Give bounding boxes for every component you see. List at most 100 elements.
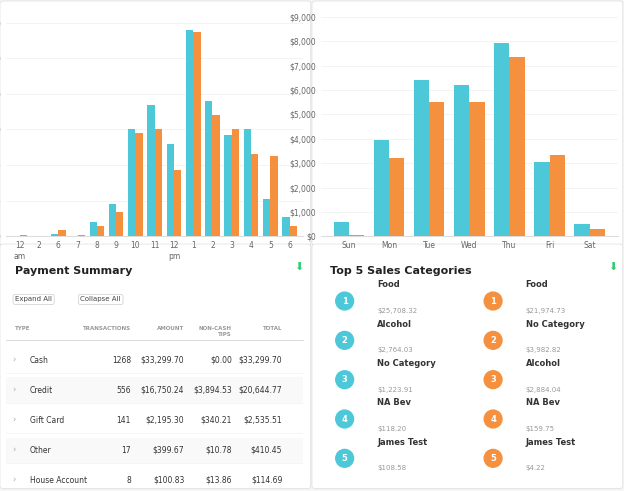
Ellipse shape bbox=[484, 371, 502, 388]
Text: 1: 1 bbox=[342, 297, 348, 305]
Text: $33,299.70: $33,299.70 bbox=[141, 355, 184, 364]
Text: 3: 3 bbox=[342, 375, 348, 384]
Ellipse shape bbox=[336, 331, 354, 349]
Text: $108.58: $108.58 bbox=[378, 465, 406, 471]
Bar bbox=[128, 130, 135, 236]
Text: 1268: 1268 bbox=[112, 355, 131, 364]
Text: 8: 8 bbox=[126, 476, 131, 485]
Text: Collapse All: Collapse All bbox=[80, 297, 121, 302]
Bar bbox=[263, 199, 270, 236]
Bar bbox=[186, 30, 193, 236]
Text: 2: 2 bbox=[342, 336, 348, 345]
Text: $4.22: $4.22 bbox=[526, 465, 545, 471]
Text: $33,299.70: $33,299.70 bbox=[239, 355, 282, 364]
Text: $100.83: $100.83 bbox=[153, 476, 184, 485]
Bar bbox=[116, 212, 124, 236]
Text: 5: 5 bbox=[342, 454, 348, 463]
Text: NA Bev: NA Bev bbox=[526, 398, 560, 408]
Ellipse shape bbox=[484, 292, 502, 310]
Text: $10.78: $10.78 bbox=[205, 446, 232, 455]
Bar bbox=[575, 224, 590, 236]
Bar bbox=[290, 225, 297, 236]
Text: $2,764.03: $2,764.03 bbox=[378, 347, 413, 354]
Text: ›: › bbox=[12, 476, 16, 485]
Text: $1,223.91: $1,223.91 bbox=[378, 386, 413, 393]
FancyBboxPatch shape bbox=[6, 437, 303, 463]
Text: 4: 4 bbox=[490, 414, 496, 424]
Text: No Category: No Category bbox=[526, 320, 585, 329]
Bar bbox=[205, 101, 213, 236]
Text: $2,884.04: $2,884.04 bbox=[526, 386, 562, 393]
Text: $2,195.30: $2,195.30 bbox=[146, 416, 184, 425]
Bar bbox=[270, 156, 278, 236]
Text: Credit: Credit bbox=[30, 385, 53, 395]
Text: $114.69: $114.69 bbox=[251, 476, 282, 485]
Text: ›: › bbox=[12, 416, 16, 425]
Bar bbox=[155, 130, 162, 236]
Bar bbox=[167, 144, 174, 236]
Text: Payment Summary: Payment Summary bbox=[15, 266, 132, 276]
Bar bbox=[225, 135, 232, 236]
Text: $340.21: $340.21 bbox=[200, 416, 232, 425]
Text: $3,894.53: $3,894.53 bbox=[193, 385, 232, 395]
FancyBboxPatch shape bbox=[6, 378, 303, 403]
Text: ⬇: ⬇ bbox=[608, 262, 618, 272]
Bar bbox=[77, 235, 85, 236]
Bar bbox=[454, 85, 469, 236]
Bar bbox=[147, 105, 155, 236]
Bar bbox=[534, 162, 550, 236]
Text: 17: 17 bbox=[121, 446, 131, 455]
Text: $118.20: $118.20 bbox=[378, 426, 406, 432]
Text: ›: › bbox=[12, 446, 16, 455]
Bar bbox=[389, 158, 404, 236]
Bar bbox=[135, 133, 143, 236]
Text: Expand All: Expand All bbox=[15, 297, 52, 302]
Text: $0.00: $0.00 bbox=[210, 355, 232, 364]
Text: 141: 141 bbox=[117, 416, 131, 425]
Text: NA Bev: NA Bev bbox=[378, 398, 411, 408]
Bar bbox=[58, 230, 66, 236]
Ellipse shape bbox=[336, 371, 354, 388]
Text: $410.45: $410.45 bbox=[251, 446, 282, 455]
Text: Cash: Cash bbox=[30, 355, 49, 364]
Bar bbox=[193, 31, 200, 236]
Text: 4: 4 bbox=[342, 414, 348, 424]
Bar bbox=[374, 140, 389, 236]
Ellipse shape bbox=[484, 449, 502, 467]
Ellipse shape bbox=[336, 292, 354, 310]
Text: House Account: House Account bbox=[30, 476, 87, 485]
Text: ›: › bbox=[12, 385, 16, 395]
Bar bbox=[174, 170, 181, 236]
Bar bbox=[469, 102, 485, 236]
Bar bbox=[51, 235, 58, 236]
Text: TYPE: TYPE bbox=[15, 327, 31, 331]
Bar bbox=[590, 229, 605, 236]
Text: ⬇: ⬇ bbox=[294, 262, 303, 272]
Text: No Category: No Category bbox=[378, 359, 436, 368]
Bar bbox=[109, 204, 116, 236]
Bar bbox=[550, 155, 565, 236]
Text: 3: 3 bbox=[490, 375, 496, 384]
Text: $3,982.82: $3,982.82 bbox=[526, 347, 562, 354]
Bar bbox=[89, 222, 97, 236]
Text: TRANSACTIONS: TRANSACTIONS bbox=[83, 327, 131, 331]
Text: James Test: James Test bbox=[378, 438, 427, 447]
Text: AMOUNT: AMOUNT bbox=[157, 327, 184, 331]
Text: James Test: James Test bbox=[526, 438, 576, 447]
Bar bbox=[232, 130, 239, 236]
Text: 1: 1 bbox=[490, 297, 496, 305]
Bar bbox=[509, 57, 525, 236]
Bar bbox=[334, 221, 349, 236]
Text: $20,644.77: $20,644.77 bbox=[239, 385, 282, 395]
Bar bbox=[494, 43, 509, 236]
Text: Food: Food bbox=[526, 280, 548, 290]
Bar bbox=[97, 226, 104, 236]
Text: $159.75: $159.75 bbox=[526, 426, 555, 432]
Bar bbox=[251, 154, 258, 236]
Text: Top 5 Sales Categories: Top 5 Sales Categories bbox=[330, 266, 472, 276]
Bar bbox=[429, 102, 444, 236]
Text: Food: Food bbox=[378, 280, 400, 290]
Ellipse shape bbox=[484, 331, 502, 349]
Bar bbox=[244, 130, 251, 236]
Text: Alcohol: Alcohol bbox=[526, 359, 561, 368]
